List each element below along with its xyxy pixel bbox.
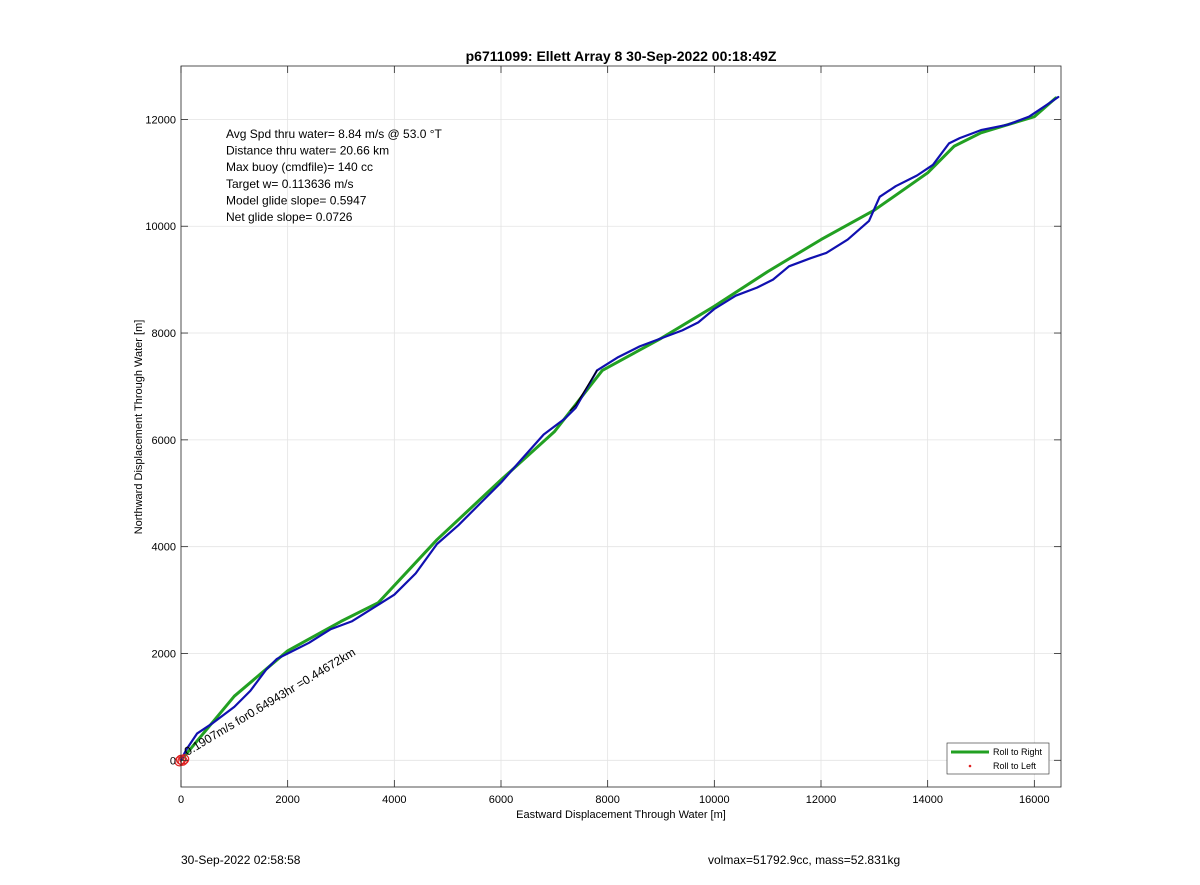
legend-label-roll-right: Roll to Right [993, 747, 1043, 757]
x-tick-label: 16000 [1019, 794, 1050, 806]
axis-ticks: 0 2000 4000 6000 8000 10000 12000 14000 16000 0 20… [145, 66, 1061, 806]
y-tick-label: 6000 [152, 435, 176, 447]
y-tick-label: 12000 [145, 114, 176, 126]
dive-marker [179, 754, 190, 765]
info-block: Avg Spd thru water= 8.84 m/s @ 53.0 °T Di… [226, 127, 443, 224]
y-tick-label: 0 [170, 755, 176, 767]
legend-label-roll-left: Roll to Left [993, 761, 1037, 771]
y-tick-label: 8000 [152, 328, 176, 340]
y-tick-label: 2000 [152, 648, 176, 660]
x-tick-label: 4000 [382, 794, 406, 806]
info-line: Target w= 0.113636 m/s [226, 177, 354, 191]
dive-marker [177, 755, 188, 766]
info-line: Avg Spd thru water= 8.84 m/s @ 53.0 °T [226, 127, 443, 141]
x-tick-label: 10000 [699, 794, 730, 806]
x-tick-label: 14000 [912, 794, 943, 806]
legend-swatch-roll-left [968, 764, 972, 768]
info-line: Distance thru water= 20.66 km [226, 144, 389, 158]
y-tick-label: 10000 [145, 221, 176, 233]
gridlines [180, 66, 1061, 787]
connector-line [569, 369, 598, 412]
footer-volmax-mass: volmax=51792.9cc, mass=52.831kg [708, 853, 901, 867]
plot-area [181, 66, 1061, 787]
x-tick-label: 6000 [489, 794, 513, 806]
y-axis-label: Northward Displacement Through Water [m] [133, 320, 145, 535]
plot-frame [180, 65, 1062, 788]
footer-timestamp: 30-Sep-2022 02:58:58 [181, 853, 301, 867]
glider-track-line [179, 95, 1060, 762]
info-line: Max buoy (cmdfile)= 140 cc [226, 160, 373, 174]
x-tick-label: 8000 [595, 794, 619, 806]
info-line: Net glide slope= 0.0726 [226, 210, 353, 224]
heading-track-line [179, 96, 1058, 762]
legend: Roll to Right Roll to Left [946, 742, 1050, 775]
chart-title: p6711099: Ellett Array 8 30-Sep-2022 00:… [466, 48, 777, 64]
info-line: Model glide slope= 0.5947 [226, 193, 367, 207]
y-tick-label: 4000 [152, 542, 176, 554]
legend-box [946, 742, 1050, 775]
x-tick-label: 12000 [806, 794, 837, 806]
x-tick-label: 2000 [275, 794, 299, 806]
x-axis-label: Eastward Displacement Through Water [m] [516, 809, 726, 821]
x-tick-label: 0 [178, 794, 184, 806]
